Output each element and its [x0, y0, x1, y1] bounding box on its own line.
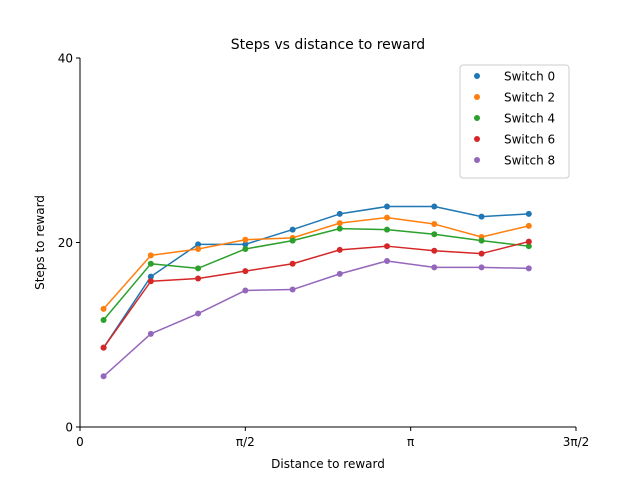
legend-marker [474, 136, 480, 142]
y-axis-title: Steps to reward [33, 195, 47, 290]
legend-marker [474, 157, 480, 163]
data-point [195, 245, 202, 252]
data-point [147, 252, 154, 259]
legend-item: Switch 6 [474, 133, 555, 147]
legend-marker [474, 115, 480, 121]
data-point [384, 214, 391, 221]
x-tick-label: 3π/2 [563, 435, 590, 449]
legend-label: Switch 0 [504, 70, 555, 84]
legend-label: Switch 6 [504, 133, 555, 147]
data-point [384, 203, 391, 210]
legend-marker [474, 94, 480, 100]
series-switch-8 [100, 257, 532, 380]
data-point [289, 237, 296, 244]
legend-item: Switch 4 [474, 112, 555, 126]
data-point [147, 260, 154, 267]
data-point [431, 264, 438, 271]
data-point [242, 236, 249, 243]
legend-item: Switch 0 [474, 70, 555, 84]
series-line [102, 205, 529, 349]
x-axis-ticks: 0 π/2 π 3π/2 [76, 427, 589, 449]
data-point [431, 231, 438, 238]
data-point [431, 247, 438, 254]
data-point [242, 241, 249, 248]
data-point [147, 330, 154, 337]
data-point [525, 238, 532, 245]
legend-marker [474, 73, 480, 79]
data-point [384, 243, 391, 250]
legend-label: Switch 4 [504, 112, 555, 126]
legend-label: Switch 2 [504, 91, 555, 105]
data-point [195, 275, 202, 282]
data-point [384, 257, 391, 264]
data-point [478, 213, 485, 220]
y-tick-label: 0 [65, 421, 73, 435]
series-line [102, 240, 529, 349]
series-line [103, 260, 529, 377]
data-point [431, 221, 438, 228]
plot-area [100, 203, 532, 380]
data-point [100, 344, 107, 351]
series-switch-0 [100, 203, 532, 351]
chart-title: Steps vs distance to reward [231, 37, 425, 53]
y-tick-label: 40 [58, 52, 73, 66]
data-point [289, 260, 296, 267]
data-point [336, 246, 343, 253]
data-point [525, 243, 532, 250]
x-axis-title: Distance to reward [271, 457, 385, 471]
y-axis-ticks: 0 20 40 [58, 52, 80, 435]
data-point [289, 286, 296, 293]
legend-box [459, 64, 570, 179]
data-point [478, 237, 485, 244]
data-point [478, 250, 485, 257]
data-point [289, 226, 296, 233]
legend-item: Switch 2 [474, 91, 555, 105]
y-tick-label: 20 [58, 236, 73, 250]
data-point [525, 210, 532, 217]
data-point [336, 270, 343, 277]
data-point [384, 226, 391, 233]
series-line [103, 216, 529, 310]
legend-item: Switch 8 [474, 154, 555, 168]
data-point [336, 220, 343, 227]
data-point [195, 265, 202, 272]
data-point [336, 210, 343, 217]
data-point [195, 310, 202, 317]
data-point [100, 316, 107, 323]
data-point [431, 203, 438, 210]
series-line [103, 227, 529, 321]
x-tick-label: π/2 [236, 435, 255, 449]
legend-label: Switch 8 [504, 154, 555, 168]
data-point [195, 241, 202, 248]
data-point [147, 278, 154, 285]
x-tick-label: π [407, 435, 414, 449]
series-switch-2 [100, 214, 532, 312]
data-point [100, 373, 107, 380]
series-switch-6 [100, 238, 532, 351]
data-point [525, 265, 532, 272]
data-point [242, 287, 249, 294]
data-point [147, 273, 154, 280]
series-switch-4 [100, 225, 532, 323]
legend: Switch 0 Switch 2 Switch 4 Switch 6 Switch 8 [459, 64, 570, 179]
data-point [336, 225, 343, 232]
data-point [525, 222, 532, 229]
data-point [242, 268, 249, 275]
data-point [478, 264, 485, 271]
data-point [242, 245, 249, 252]
x-tick-label: 0 [76, 435, 84, 449]
data-point [100, 305, 107, 312]
